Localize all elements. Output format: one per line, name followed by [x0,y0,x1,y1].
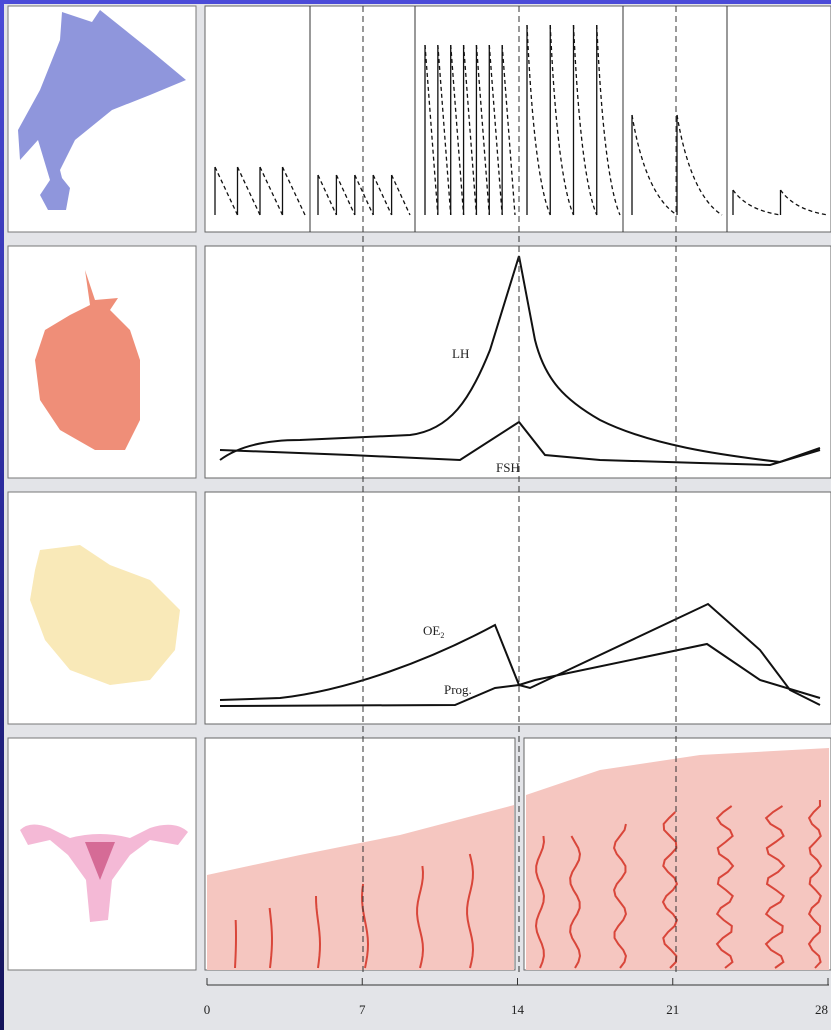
axis-tick-label: 7 [359,1002,366,1017]
axis-tick-label: 21 [666,1002,679,1017]
oestradiol-subscript: 2 [440,631,444,640]
diagram: LH FSH OE2 Prog. 0 7 14 21 28 [0,0,831,1030]
gland [235,920,236,968]
fsh-label: FSH [496,460,520,475]
oestradiol-text: OE [423,623,440,638]
progesterone-label: Prog. [444,682,472,697]
axis-tick-label: 28 [815,1002,828,1017]
lh-label: LH [452,346,469,361]
axis-tick-label: 0 [204,1002,211,1017]
axis-tick-label: 14 [511,1002,525,1017]
